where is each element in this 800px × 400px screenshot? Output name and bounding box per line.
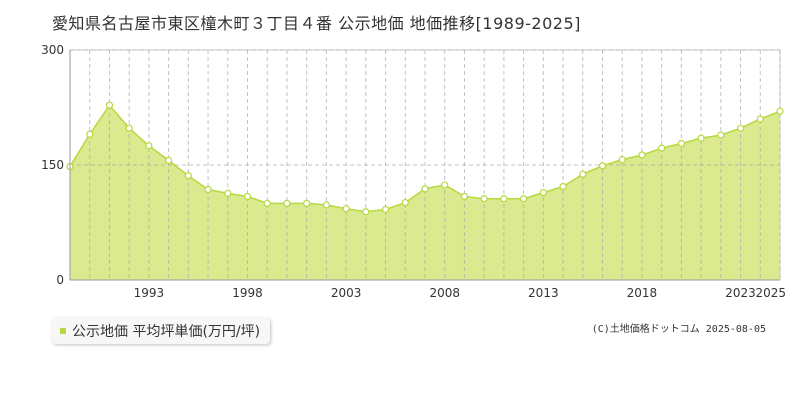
data-point (480, 195, 488, 203)
x-tick-label: 2008 (429, 286, 460, 300)
x-tick-label: 2003 (331, 286, 362, 300)
data-point (500, 195, 508, 203)
data-point (224, 189, 232, 197)
y-tick-label: 0 (56, 273, 64, 287)
data-point (658, 144, 666, 152)
data-point (559, 182, 567, 191)
x-tick-label: 2013 (528, 286, 559, 300)
y-tick-label: 150 (41, 158, 64, 172)
x-tick-label: 2023 (725, 286, 756, 300)
data-point (776, 107, 784, 115)
data-point (125, 124, 133, 132)
data-point (677, 139, 685, 148)
data-point (618, 156, 626, 164)
x-tick-label: 2018 (627, 286, 658, 300)
data-point (362, 208, 370, 216)
data-point (105, 101, 114, 109)
data-point (381, 205, 390, 214)
legend-swatch (60, 328, 66, 334)
legend: 公示地価 平均坪単価(万円/坪) (52, 318, 271, 344)
data-point (460, 192, 469, 201)
data-point (598, 162, 607, 170)
data-point (736, 124, 745, 132)
data-point (697, 134, 705, 142)
data-point (421, 185, 429, 193)
x-tick-label: 2025 (755, 286, 786, 300)
data-point (263, 199, 271, 207)
data-point (441, 181, 449, 189)
x-tick-label: 1993 (134, 286, 165, 300)
data-point (520, 195, 528, 203)
copyright-credit: (C)土地価格ドットコム 2025-08-05 (591, 324, 766, 335)
data-point (165, 156, 173, 164)
chart-title: 愛知県名古屋市東区橦木町３丁目４番 公示地価 地価推移[1989-2025] (52, 14, 581, 33)
data-point (243, 192, 252, 201)
data-point (756, 115, 764, 123)
data-point (401, 198, 409, 207)
data-point (579, 170, 587, 178)
data-point (86, 130, 94, 138)
data-point (717, 131, 725, 139)
data-point (322, 201, 330, 209)
x-tick-label: 1998 (232, 286, 263, 300)
y-tick-label: 300 (41, 43, 64, 57)
data-point (184, 172, 192, 180)
data-point (145, 142, 153, 150)
legend-label: 公示地価 平均坪単価(万円/坪) (72, 324, 261, 340)
data-point (303, 199, 311, 207)
data-point (283, 199, 291, 207)
data-point (204, 185, 212, 194)
data-point (638, 151, 646, 159)
data-point (342, 205, 350, 213)
data-point (539, 189, 547, 197)
